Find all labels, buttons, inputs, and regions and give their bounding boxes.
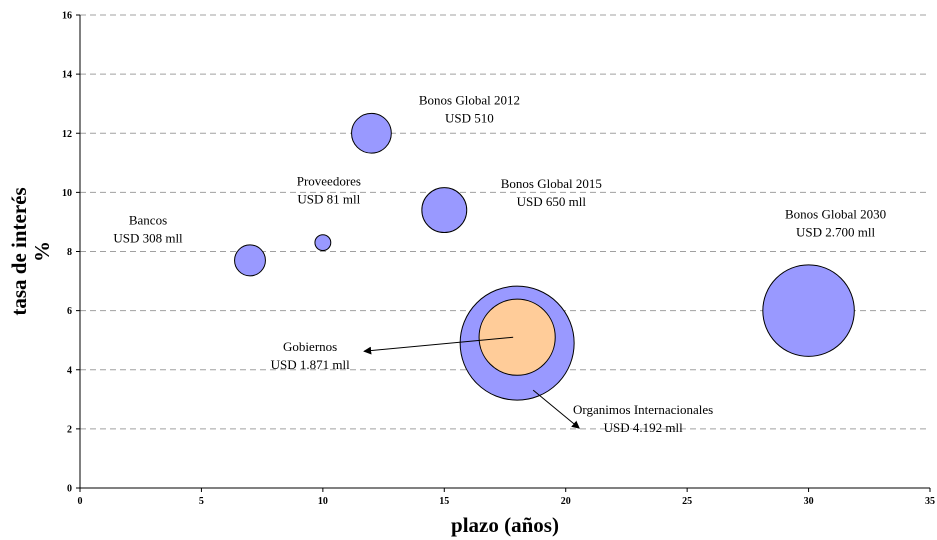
bubble-label: Organimos Internacionales (573, 402, 713, 417)
bubble (314, 234, 332, 252)
bubble (478, 298, 556, 376)
gobiernos-arrow (363, 336, 514, 355)
bubble-label: USD 1.871 mll (271, 357, 350, 372)
x-tick-label: 35 (925, 496, 935, 507)
bubble (762, 264, 855, 357)
bubble-label: USD 4.192 mll (604, 420, 683, 435)
organismos-arrow (532, 389, 580, 429)
bubble-label: USD 650 mll (517, 194, 587, 209)
bubble-label: Proveedores (297, 174, 361, 189)
bubble-label: Bonos Global 2030 (785, 207, 886, 222)
x-tick-label: 15 (439, 496, 449, 507)
y-axis-title: tasa de interés (7, 187, 31, 315)
y-tick-label: 4 (67, 365, 72, 376)
bubbles (234, 112, 855, 401)
bubble-labels: Bancos USD 308 mll Proveedores USD 81 mll Bo… (113, 92, 886, 435)
x-tick-label: 25 (682, 496, 692, 507)
bubble (421, 187, 468, 234)
bubble-label: Gobiernos (283, 339, 337, 354)
bubble-label: USD 308 mll (113, 230, 183, 245)
bubble-label: Bonos Global 2015 (501, 176, 602, 191)
bubble-label: USD 2.700 mll (796, 225, 875, 240)
x-tick-label: 5 (199, 496, 204, 507)
y-tick-label: 8 (67, 247, 72, 258)
x-tick-label: 0 (78, 496, 83, 507)
y-tick-label: 2 (67, 424, 72, 435)
bubble (234, 244, 266, 277)
y-tick-label: 12 (62, 129, 72, 140)
y-tick-label: 0 (67, 484, 72, 495)
x-tick-label: 20 (561, 496, 571, 507)
y-tick-label: 14 (62, 70, 72, 81)
x-tick-label: 10 (318, 496, 328, 507)
x-axis-title: plazo (años) (451, 513, 559, 537)
y-tick-label: 16 (62, 11, 72, 22)
bubble-label: Bancos (129, 212, 167, 227)
bubble (351, 112, 392, 154)
bubble-label: USD 81 mll (297, 192, 360, 207)
bubble-label: Bonos Global 2012 (419, 92, 520, 107)
x-tick-label: 30 (804, 496, 814, 507)
y-axis-title-unit: % (30, 241, 54, 262)
axes: 0 2 4 6 8 10 12 14 16 0 5 10 15 20 25 30 35 (62, 11, 935, 508)
annotation-arrows (363, 336, 580, 429)
y-tick-label: 10 (62, 188, 72, 199)
y-tick-label: 6 (67, 306, 72, 317)
bubble-label: USD 510 (445, 110, 494, 125)
